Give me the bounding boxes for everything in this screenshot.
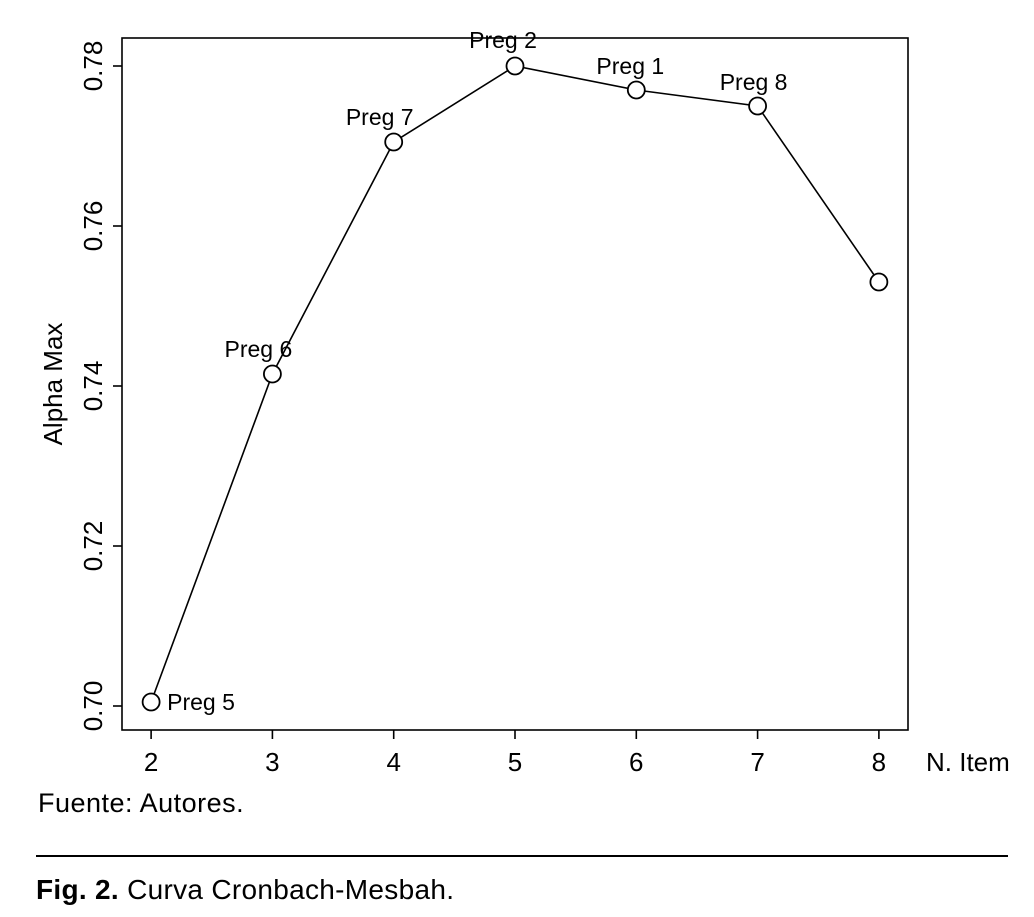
- data-point-label: Preg 5: [167, 689, 235, 715]
- figure-source-note: Fuente: Autores.: [38, 788, 245, 818]
- data-point-label: Preg 6: [225, 336, 293, 362]
- figure-caption: Fig. 2. Curva Cronbach-Mesbah.: [36, 874, 454, 906]
- data-point-marker: [505, 56, 525, 76]
- x-axis-tick-label: 4: [386, 747, 400, 777]
- x-axis-tick-label: 5: [508, 747, 522, 777]
- data-point-marker: [626, 80, 646, 100]
- x-axis-tick-label: 2: [144, 747, 158, 777]
- data-point-marker: [384, 132, 404, 152]
- chart-area: 2 3 4 5 6 7 8 0.70 0.72 0.74 0.76 0.78 Alpha Max N. I…: [38, 27, 1010, 777]
- y-axis-tick-label: 0.72: [78, 521, 108, 572]
- figure-caption-text: Curva Cronbach-Mesbah.: [119, 874, 455, 905]
- caption-divider-line: [36, 855, 1008, 857]
- data-point-label: Preg 1: [596, 53, 664, 79]
- data-point-marker: [141, 692, 161, 712]
- y-axis-tick-label: 0.76: [78, 201, 108, 252]
- y-axis-tick-label: 0.78: [78, 41, 108, 92]
- data-point-marker: [263, 364, 282, 384]
- y-axis-tick-label: 0.74: [78, 361, 108, 412]
- data-point-marker: [869, 272, 889, 292]
- y-axis-tick-label: 0.70: [78, 681, 108, 732]
- figure-caption-label: Fig. 2.: [36, 874, 119, 905]
- x-axis-tick-label: 6: [629, 747, 643, 777]
- y-axis-title: Alpha Max: [38, 323, 68, 446]
- data-point-label: Preg 7: [346, 104, 414, 130]
- x-axis-title: N. Item: [926, 747, 1010, 777]
- data-point-label: Preg 2: [469, 27, 537, 53]
- data-point-marker: [748, 96, 767, 116]
- cronbach-curve-plot: 2 3 4 5 6 7 8 0.70 0.72 0.74 0.76 0.78 Alpha Max N. I…: [38, 27, 1010, 777]
- data-line: [150, 65, 880, 703]
- x-axis-tick-label: 7: [750, 747, 764, 777]
- x-axis-tick-label: 3: [265, 747, 279, 777]
- x-axis-tick-label: 8: [872, 747, 886, 777]
- data-point-label: Preg 8: [720, 69, 788, 95]
- plot-frame: [121, 37, 909, 731]
